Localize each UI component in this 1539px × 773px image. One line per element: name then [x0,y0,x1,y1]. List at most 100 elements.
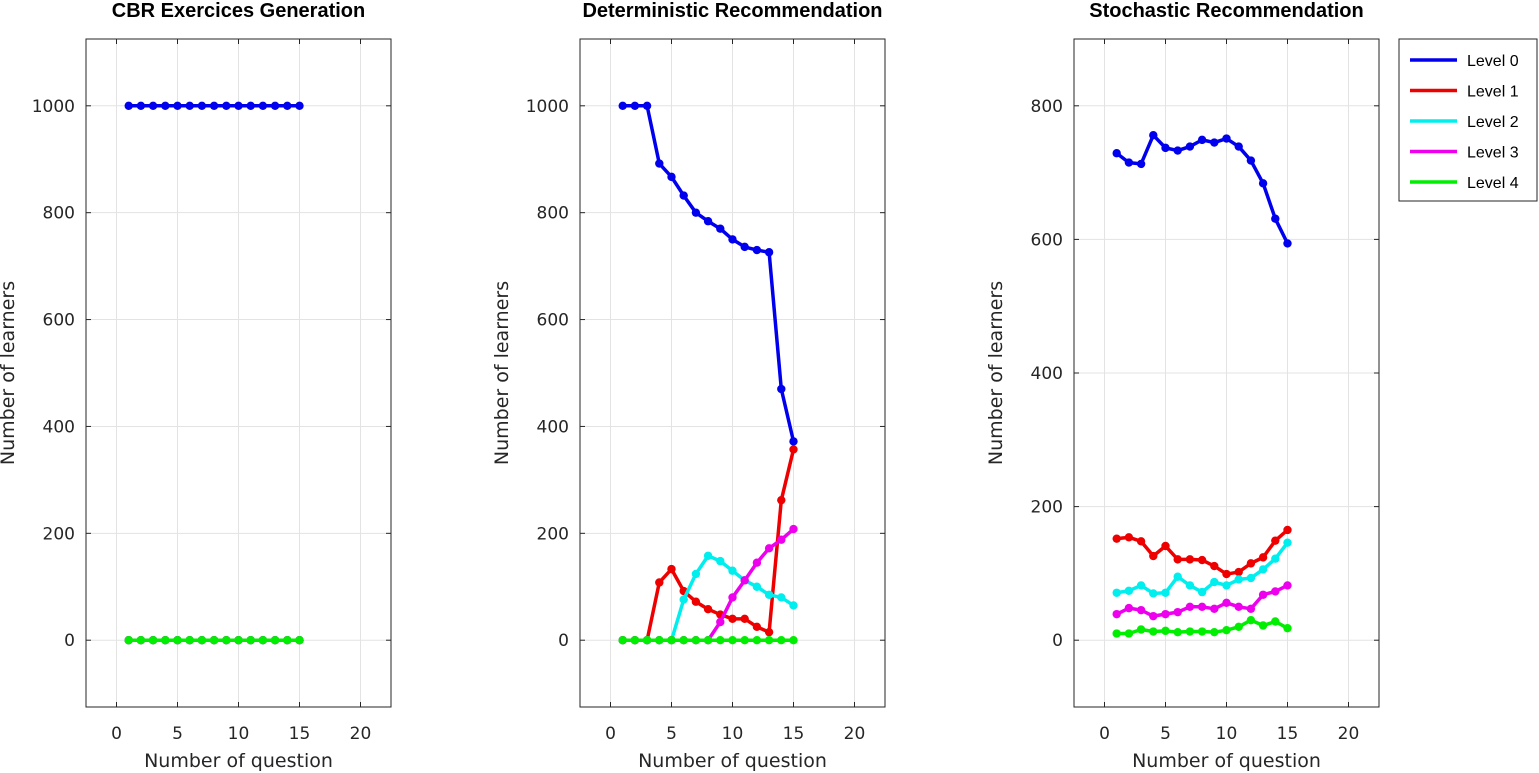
y-tick-label: 200 [1031,498,1063,518]
x-tick-label: 0 [1099,724,1110,744]
point-level-1 [1234,567,1243,577]
point-level-4 [777,636,786,645]
x-axis-label: Number of question [1132,750,1321,772]
point-level-0 [1234,142,1243,151]
y-axis-label: Number of learners [491,281,513,465]
point-level-2 [1149,589,1158,598]
point-level-3 [764,544,774,553]
point-level-2 [1185,581,1195,590]
point-level-4 [703,636,713,645]
point-level-0 [752,245,762,255]
point-level-4 [1112,629,1121,638]
point-level-4 [1173,627,1182,637]
point-level-3 [1149,611,1158,621]
point-level-1 [1161,541,1170,551]
point-level-0 [728,235,737,244]
point-level-0 [642,101,652,111]
point-level-4 [1185,627,1195,636]
point-level-0 [1271,214,1280,223]
x-tick-label: 0 [111,724,122,744]
point-level-2 [703,551,713,560]
y-tick-label: 1000 [526,97,569,117]
point-level-4 [1234,622,1243,632]
point-level-4 [173,636,182,645]
point-level-0 [1149,130,1158,140]
point-level-0 [679,191,688,200]
point-level-2 [691,569,701,579]
point-level-4 [148,636,158,645]
point-level-0 [258,101,268,111]
axes-frame [579,38,886,708]
point-level-4 [246,636,255,645]
point-level-3 [1210,604,1219,614]
point-level-1 [1258,553,1268,562]
y-tick-label: 600 [537,311,569,331]
point-level-1 [1136,537,1146,546]
point-level-2 [1173,572,1182,581]
point-level-0 [789,437,798,446]
point-level-1 [752,622,762,632]
point-level-0 [1246,156,1256,165]
point-level-0 [270,101,280,111]
point-level-1 [764,627,774,637]
point-level-4 [1136,625,1146,634]
point-level-4 [258,636,268,645]
y-tick-label: 400 [537,417,569,437]
point-level-2 [1112,588,1121,597]
point-level-2 [1197,587,1207,597]
point-level-1 [703,605,713,614]
point-level-4 [209,636,219,645]
point-level-4 [1258,621,1268,630]
point-level-3 [1124,603,1134,613]
point-level-3 [1173,607,1182,617]
point-level-1 [1222,569,1231,579]
x-tick-label: 10 [1216,724,1238,744]
legend-label-level-1: Level 1 [1467,84,1519,101]
y-tick-label: 0 [64,631,75,651]
legend-label-level-4: Level 4 [1467,175,1519,192]
x-axis-label: Number of question [144,750,333,772]
point-level-0 [1173,146,1182,155]
point-level-0 [136,101,146,111]
point-level-2 [789,601,798,610]
point-level-0 [1136,159,1146,169]
point-level-1 [728,614,737,624]
point-level-1 [667,564,676,574]
y-tick-label: 0 [1052,631,1063,651]
legend-label-level-3: Level 3 [1467,145,1519,162]
point-level-4 [136,636,146,645]
x-tick-label: 10 [228,724,250,744]
point-level-4 [618,636,627,645]
y-tick-label: 0 [558,631,569,651]
x-tick-label: 5 [666,724,677,744]
point-level-4 [1197,627,1207,636]
point-level-3 [1112,609,1121,619]
point-level-2 [728,566,737,575]
point-level-1 [1112,534,1121,543]
point-level-0 [234,101,243,111]
point-level-0 [222,101,231,111]
y-tick-label: 1000 [32,97,75,117]
axes-frame [85,38,392,708]
chart-title: Stochastic Recommendation [1089,0,1364,22]
point-level-1 [655,578,664,587]
point-level-4 [764,636,774,645]
point-level-3 [1283,581,1292,590]
point-level-1 [740,614,749,624]
chart-title: CBR Exercices Generation [112,0,365,22]
point-level-3 [716,617,725,627]
x-tick-label: 20 [1338,724,1360,744]
x-tick-label: 15 [1277,724,1299,744]
x-tick-label: 20 [350,724,372,744]
point-level-1 [1173,555,1182,564]
point-level-4 [728,636,737,645]
y-tick-label: 800 [537,204,569,224]
point-level-4 [642,636,652,645]
point-level-2 [1258,565,1268,574]
legend-label-level-0: Level 0 [1467,53,1519,70]
point-level-0 [667,172,676,182]
axes-frame [1073,38,1380,708]
point-level-1 [691,597,701,606]
